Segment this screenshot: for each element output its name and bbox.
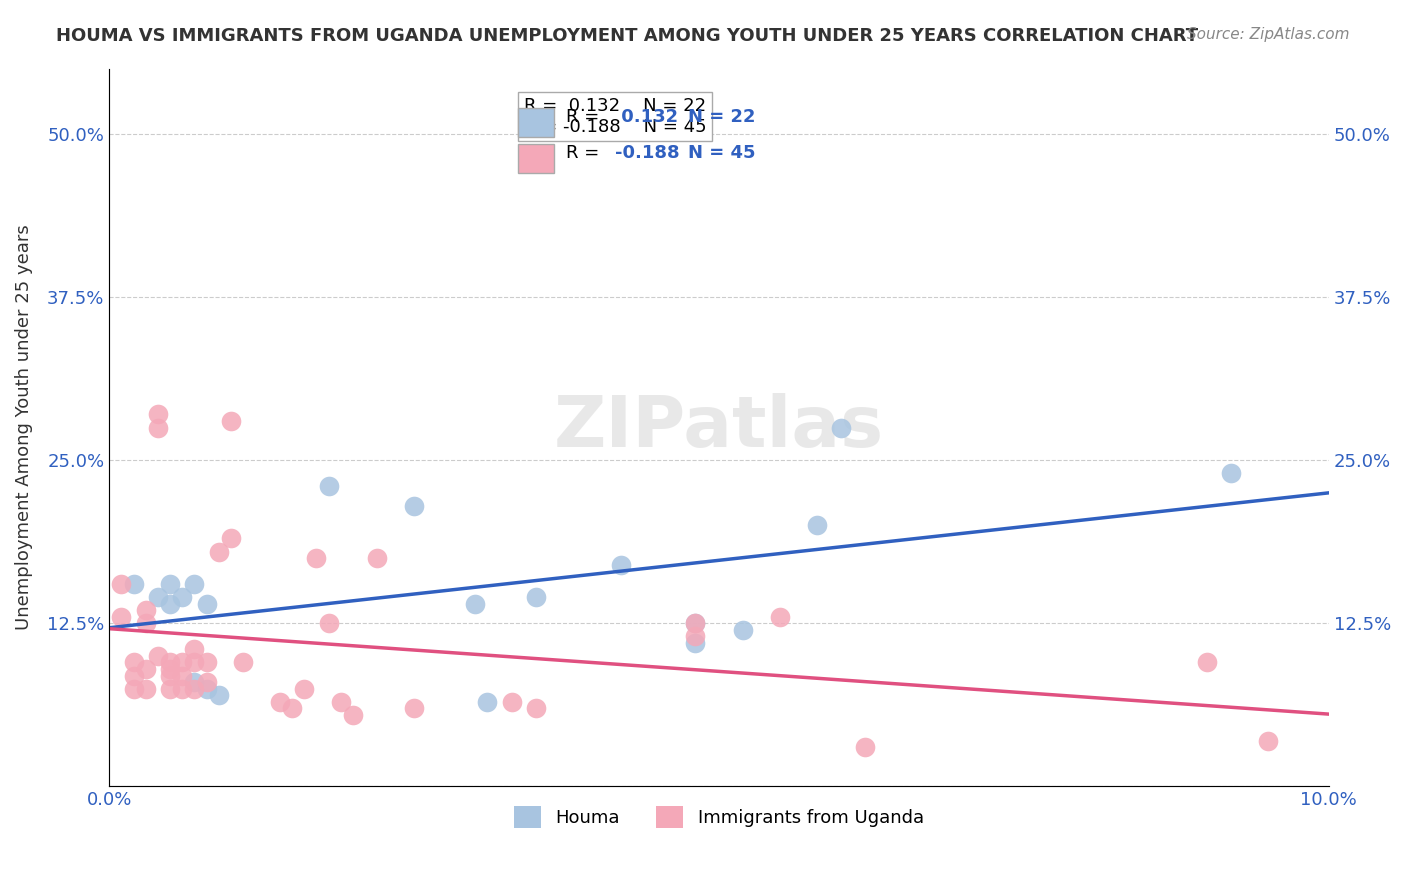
Point <box>195 675 218 690</box>
Point <box>219 414 242 428</box>
Point <box>159 597 181 611</box>
Point <box>1220 466 1243 480</box>
Point <box>122 656 145 670</box>
Point <box>366 551 388 566</box>
Point <box>281 701 304 715</box>
Point <box>135 662 157 676</box>
Point <box>159 656 181 670</box>
FancyBboxPatch shape <box>517 108 554 136</box>
Point <box>402 499 425 513</box>
Point <box>159 681 181 696</box>
Legend: Houma, Immigrants from Uganda: Houma, Immigrants from Uganda <box>506 798 931 835</box>
Point <box>183 577 205 591</box>
Point <box>329 695 352 709</box>
Point <box>464 597 486 611</box>
Text: R =: R = <box>567 144 606 162</box>
Point <box>305 551 328 566</box>
Point <box>524 591 547 605</box>
Point <box>402 701 425 715</box>
Point <box>159 577 181 591</box>
Point <box>219 532 242 546</box>
Point <box>183 681 205 696</box>
Point <box>769 609 792 624</box>
Text: 0.132: 0.132 <box>616 108 679 126</box>
Text: R =  0.132    N = 22
R = -0.188    N = 45: R = 0.132 N = 22 R = -0.188 N = 45 <box>524 97 706 136</box>
Point <box>232 656 254 670</box>
Point <box>122 668 145 682</box>
Point <box>683 616 706 631</box>
Point <box>853 740 876 755</box>
Point <box>110 577 132 591</box>
Point <box>342 707 364 722</box>
Point <box>146 591 169 605</box>
Point <box>135 616 157 631</box>
Point <box>122 577 145 591</box>
Point <box>195 681 218 696</box>
Point <box>292 681 315 696</box>
Point <box>269 695 291 709</box>
Point <box>195 656 218 670</box>
Point <box>318 616 340 631</box>
Text: R =: R = <box>567 108 606 126</box>
Point <box>159 662 181 676</box>
Point <box>172 681 194 696</box>
Point <box>806 518 828 533</box>
Point <box>683 636 706 650</box>
Point <box>146 648 169 663</box>
Point <box>135 603 157 617</box>
Point <box>183 656 205 670</box>
Point <box>172 656 194 670</box>
Text: N = 45: N = 45 <box>689 144 756 162</box>
Point <box>683 616 706 631</box>
Text: Source: ZipAtlas.com: Source: ZipAtlas.com <box>1187 27 1350 42</box>
Point <box>683 629 706 643</box>
Text: HOUMA VS IMMIGRANTS FROM UGANDA UNEMPLOYMENT AMONG YOUTH UNDER 25 YEARS CORRELAT: HOUMA VS IMMIGRANTS FROM UGANDA UNEMPLOY… <box>56 27 1198 45</box>
Point <box>318 479 340 493</box>
Point <box>610 558 633 572</box>
Point <box>159 668 181 682</box>
Point <box>183 642 205 657</box>
Point <box>135 681 157 696</box>
Point <box>501 695 523 709</box>
Text: N = 22: N = 22 <box>689 108 756 126</box>
Point <box>477 695 499 709</box>
Point <box>830 420 852 434</box>
Point <box>146 420 169 434</box>
Point <box>172 668 194 682</box>
Point <box>208 544 231 558</box>
Point <box>183 675 205 690</box>
Point <box>146 408 169 422</box>
Point <box>524 701 547 715</box>
Point <box>1195 656 1218 670</box>
Point <box>1257 733 1279 747</box>
Point <box>733 623 755 637</box>
Point <box>122 681 145 696</box>
FancyBboxPatch shape <box>517 144 554 173</box>
Point <box>208 688 231 702</box>
Text: ZIPatlas: ZIPatlas <box>554 393 884 462</box>
Point <box>195 597 218 611</box>
Text: -0.188: -0.188 <box>616 144 681 162</box>
Point <box>110 609 132 624</box>
Point <box>172 591 194 605</box>
Y-axis label: Unemployment Among Youth under 25 years: Unemployment Among Youth under 25 years <box>15 225 32 631</box>
